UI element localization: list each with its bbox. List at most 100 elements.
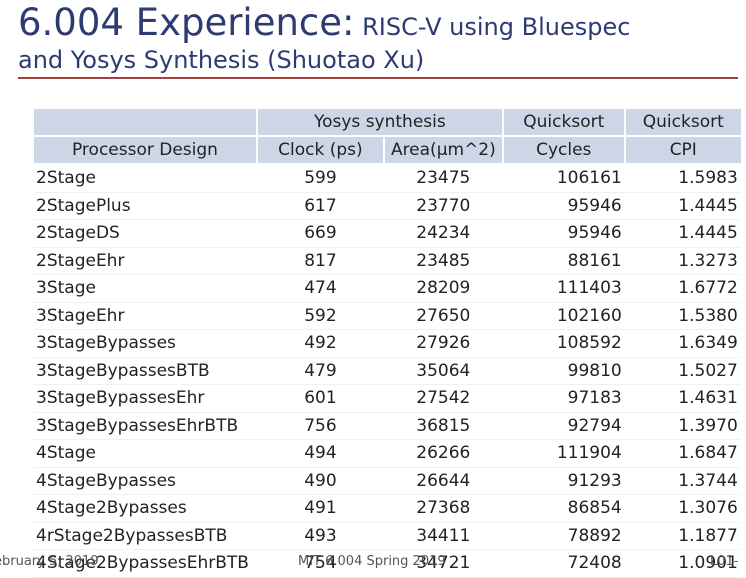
design-name-cell: 3StageEhr xyxy=(34,302,257,330)
slide-title-rest: RISC-V using Bluespec xyxy=(354,13,631,41)
cycles-cell: 92794 xyxy=(502,412,625,440)
clock-cell: 617 xyxy=(256,192,384,220)
cpi-cell: 1.4631 xyxy=(624,384,741,413)
group-header-yosys: Yosys synthesis xyxy=(255,109,503,137)
clock-cell: 817 xyxy=(256,247,384,275)
column-header-row: Processor Design Clock (ps) Area(µm^2) C… xyxy=(34,136,741,165)
group-header-blank xyxy=(34,109,257,137)
clock-cell: 601 xyxy=(256,384,384,413)
area-cell: 34411 xyxy=(383,522,503,550)
cpi-cell: 1.3273 xyxy=(624,247,741,275)
cycles-cell: 111403 xyxy=(502,274,625,303)
clock-cell: 479 xyxy=(256,357,384,385)
slide-title-main: 6.004 Experience: xyxy=(18,1,355,44)
cpi-cell: 1.4445 xyxy=(624,219,741,248)
cpi-cell: 1.4445 xyxy=(624,192,741,220)
cycles-cell: 72408 xyxy=(502,549,625,578)
group-header-quicksort-cpi: Quicksort xyxy=(623,109,741,137)
table-row: 3Stage 474 28209 111403 1.6772 xyxy=(34,274,741,303)
area-cell: 27926 xyxy=(383,329,503,358)
area-cell: 24234 xyxy=(383,219,503,248)
table-row: 4StageBypasses 490 26644 91293 1.3744 xyxy=(34,467,741,495)
cycles-cell: 95946 xyxy=(502,219,625,248)
title-divider xyxy=(18,77,738,79)
clock-cell: 756 xyxy=(256,412,384,440)
clock-cell: 494 xyxy=(256,439,384,468)
column-header-cpi: CPI xyxy=(623,136,741,165)
group-header-row: Yosys synthesis Quicksort Quicksort xyxy=(34,109,741,137)
area-cell: 36815 xyxy=(383,412,503,440)
column-header-clock: Clock (ps) xyxy=(255,136,384,165)
clock-cell: 493 xyxy=(256,522,384,550)
table-row: 3StageBypasses 492 27926 108592 1.6349 xyxy=(34,329,741,358)
clock-cell: 492 xyxy=(256,329,384,358)
design-name-cell: 4rStage2BypassesBTB xyxy=(34,522,257,550)
cycles-cell: 86854 xyxy=(502,494,625,523)
area-cell: 27368 xyxy=(383,494,503,523)
design-name-cell: 2StagePlus xyxy=(34,192,257,220)
table-row: 4rStage2BypassesBTB 493 34411 78892 1.1877 xyxy=(34,522,741,550)
design-name-cell: 4StageBypasses xyxy=(34,467,257,495)
cpi-cell: 1.3076 xyxy=(624,494,741,523)
area-cell: 27650 xyxy=(383,302,503,330)
area-cell: 26266 xyxy=(383,439,503,468)
cycles-cell: 106161 xyxy=(502,164,625,193)
cpi-cell: 1.3970 xyxy=(624,412,741,440)
clock-cell: 599 xyxy=(256,164,384,193)
cpi-cell: 1.6847 xyxy=(624,439,741,468)
slide-subtitle: and Yosys Synthesis (Shuotao Xu) xyxy=(18,46,425,74)
cycles-cell: 99810 xyxy=(502,357,625,385)
cpi-cell: 1.3744 xyxy=(624,467,741,495)
cycles-cell: 95946 xyxy=(502,192,625,220)
design-name-cell: 4Stage2Bypasses xyxy=(34,494,257,523)
design-name-cell: 2Stage xyxy=(34,164,257,193)
clock-cell: 474 xyxy=(256,274,384,303)
cycles-cell: 102160 xyxy=(502,302,625,330)
design-name-cell: 3StageBypassesBTB xyxy=(34,357,257,385)
table-body: 2Stage 599 23475 106161 1.5983 2StagePlus 617 2… xyxy=(34,164,741,578)
table-row: 2StagePlus 617 23770 95946 1.4445 xyxy=(34,192,741,220)
footer-date: ebruary 5, 2019 xyxy=(0,554,99,569)
design-name-cell: 3StageBypasses xyxy=(34,329,257,358)
design-name-cell: 3StageBypassesEhr xyxy=(34,384,257,413)
table-row: 3StageBypassesEhrBTB 756 36815 92794 1.3970 xyxy=(34,412,741,440)
results-table: Yosys synthesis Quicksort Quicksort Proc… xyxy=(34,109,741,578)
table-row: 2StageDS 669 24234 95946 1.4445 xyxy=(34,219,741,248)
cycles-cell: 108592 xyxy=(502,329,625,358)
cycles-cell: 111904 xyxy=(502,439,625,468)
clock-cell: 491 xyxy=(256,494,384,523)
slide-title: 6.004 Experience: RISC-V using Bluespec xyxy=(18,4,630,41)
table-row: 2StageEhr 817 23485 88161 1.3273 xyxy=(34,247,741,275)
cpi-cell: 1.6349 xyxy=(624,329,741,358)
cycles-cell: 88161 xyxy=(502,247,625,275)
area-cell: 35064 xyxy=(383,357,503,385)
area-cell: 28209 xyxy=(383,274,503,303)
table-row: 3StageBypassesEhr 601 27542 97183 1.4631 xyxy=(34,384,741,413)
table-row: 4Stage2Bypasses 491 27368 86854 1.3076 xyxy=(34,494,741,523)
cpi-cell: 1.5027 xyxy=(624,357,741,385)
area-cell: 26644 xyxy=(383,467,503,495)
cpi-cell: 1.1877 xyxy=(624,522,741,550)
design-name-cell: 3Stage xyxy=(34,274,257,303)
table-row: 2Stage 599 23475 106161 1.5983 xyxy=(34,164,741,193)
column-header-cycles: Cycles xyxy=(501,136,625,165)
group-header-quicksort-cycles: Quicksort xyxy=(501,109,625,137)
design-name-cell: 4Stage xyxy=(34,439,257,468)
cpi-cell: 1.5983 xyxy=(624,164,741,193)
clock-cell: 669 xyxy=(256,219,384,248)
cpi-cell: 1.5380 xyxy=(624,302,741,330)
design-name-cell: 2StageDS xyxy=(34,219,257,248)
cycles-cell: 97183 xyxy=(502,384,625,413)
area-cell: 23485 xyxy=(383,247,503,275)
clock-cell: 490 xyxy=(256,467,384,495)
area-cell: 23475 xyxy=(383,164,503,193)
footer-course: MIT 6.004 Spring 2019 xyxy=(298,554,446,569)
design-name-cell: 3StageBypassesEhrBTB xyxy=(34,412,257,440)
footer-page-number: L01- xyxy=(710,554,739,569)
area-cell: 27542 xyxy=(383,384,503,413)
table-row: 3StageEhr 592 27650 102160 1.5380 xyxy=(34,302,741,330)
design-name-cell: 2StageEhr xyxy=(34,247,257,275)
cpi-cell: 1.6772 xyxy=(624,274,741,303)
clock-cell: 592 xyxy=(256,302,384,330)
column-header-design: Processor Design xyxy=(34,136,257,165)
